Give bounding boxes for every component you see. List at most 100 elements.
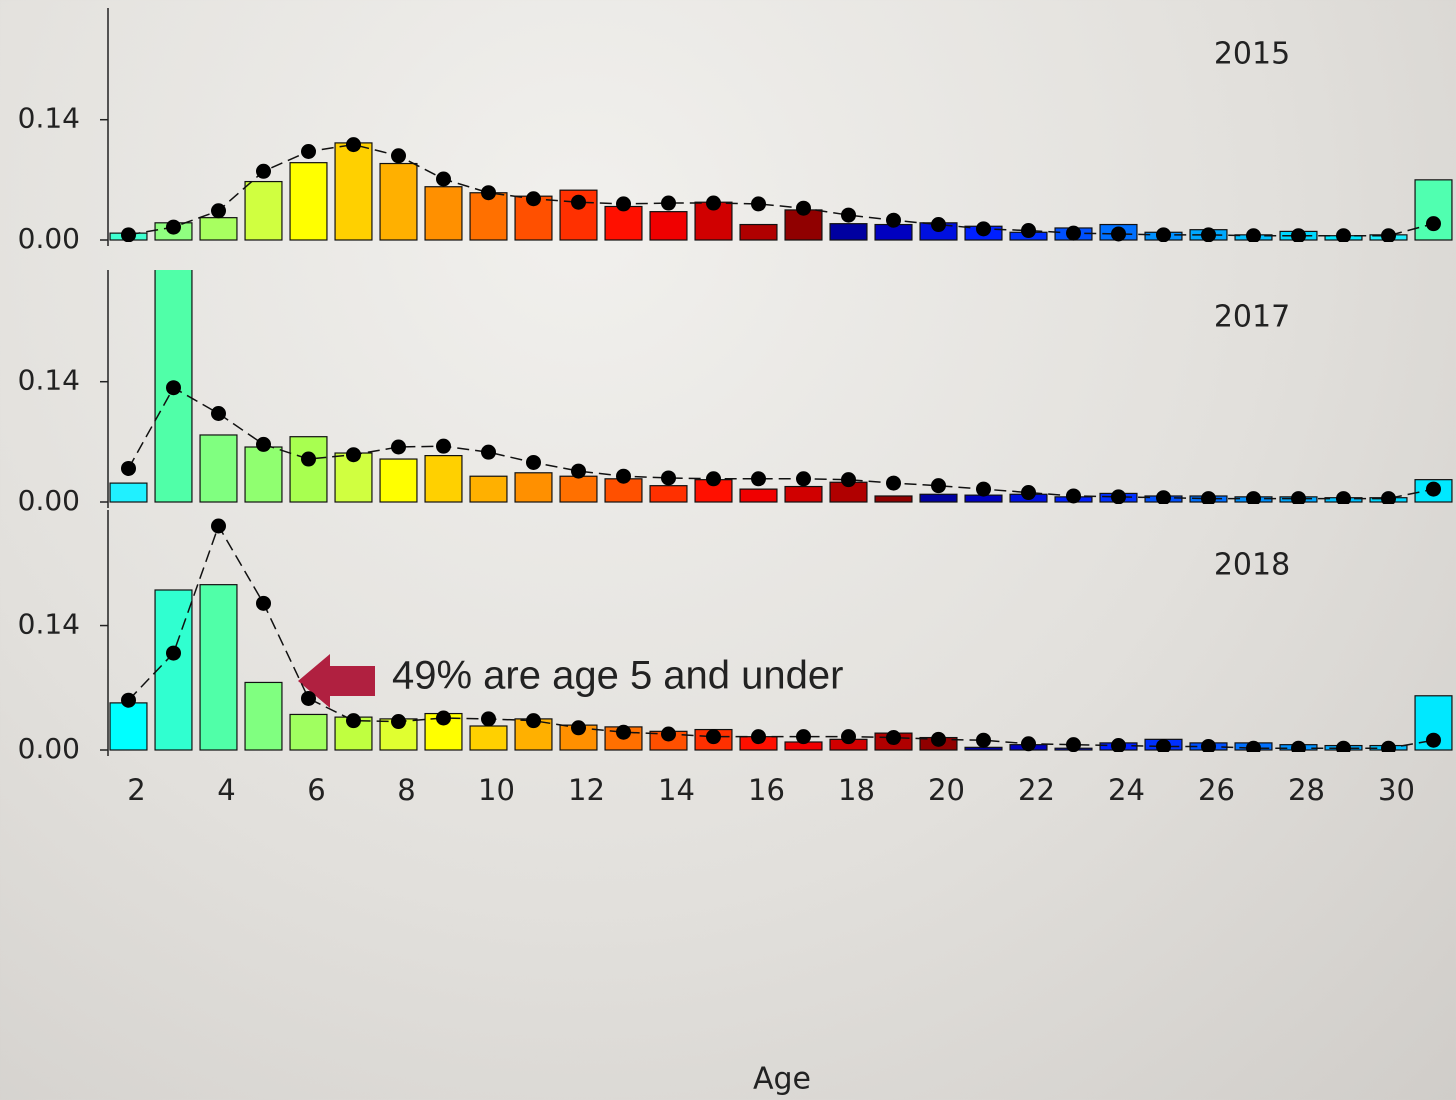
fitted-point [1066,488,1081,504]
fitted-point [481,185,496,201]
fitted-point [616,196,631,212]
panel-title: 2018 [1214,548,1290,583]
x-tick-label: 28 [1288,773,1325,807]
fitted-point [436,438,451,454]
fitted-point [886,212,901,228]
fitted-point [1426,481,1441,497]
bar [109,702,148,751]
x-axis-label: Age [753,1062,811,1097]
x-tick-label: 22 [1018,773,1055,807]
y-tick-label: 0.14 [18,608,80,641]
fitted-point [1021,223,1036,239]
x-tick-label: 24 [1108,773,1145,807]
fitted-point [211,518,226,534]
fitted-point [1246,228,1261,242]
x-tick-label: 16 [748,773,785,807]
x-tick-label: 14 [658,773,695,807]
fitted-point [481,444,496,460]
bar [784,485,823,503]
fitted-line [127,524,1434,749]
fitted-point [211,405,226,421]
x-tick-label: 26 [1198,773,1235,807]
fitted-point [796,471,811,487]
y-tick-label: 0.00 [18,222,80,255]
fitted-point [1291,491,1306,504]
fitted-point [1201,227,1216,242]
fitted-point [1066,737,1081,752]
fitted-point [1066,225,1081,241]
fitted-point [346,713,361,729]
fitted-point [301,690,316,706]
bar [109,482,148,503]
x-tick-label: 12 [568,773,605,807]
x-tick-label: 6 [307,773,325,807]
fitted-point [1156,738,1171,752]
x-tick-label: 30 [1378,773,1415,807]
fitted-point [346,137,361,153]
fitted-point [166,380,181,396]
x-tick-label: 4 [217,773,235,807]
fitted-point [1291,740,1306,752]
fitted-point [706,195,721,211]
bar [964,746,1003,751]
bar [874,495,913,503]
fitted-point [931,217,946,233]
bar [649,485,688,503]
panel-title: 2015 [1214,37,1290,72]
bar [739,488,778,503]
bar [199,434,238,503]
bar [379,162,418,241]
y-tick-label: 0.14 [18,102,80,135]
fitted-point [796,729,811,745]
fitted-point [796,200,811,216]
fitted-point [301,143,316,159]
fitted-point [616,468,631,484]
fitted-point [436,171,451,187]
fitted-point [1336,491,1351,504]
bar [154,270,193,503]
fitted-point [841,472,856,488]
bar [469,475,508,503]
fitted-point [841,729,856,745]
fitted-point [1156,490,1171,504]
fitted-point [211,203,226,219]
bar [199,217,238,241]
bar [469,192,508,241]
fitted-point [166,219,181,235]
annotation: 49% are age 5 and under [392,654,843,698]
bar [424,455,463,503]
fitted-point [526,454,541,470]
fitted-point [976,732,991,748]
annotation-arrow [298,654,375,708]
plot-area [109,137,1453,242]
bar [244,446,283,503]
bar [379,458,418,503]
fitted-point [121,692,136,708]
fitted-point [976,481,991,497]
bar [199,584,238,751]
x-tick-label: 18 [838,773,875,807]
fitted-point [751,729,766,745]
fitted-point [121,227,136,242]
fitted-point [706,729,721,745]
fitted-point [1246,491,1261,504]
fitted-point [661,726,676,742]
fitted-point [931,731,946,747]
fitted-point [391,148,406,164]
y-tick-label: 0.00 [18,732,80,765]
fitted-point [1426,216,1441,232]
fitted-point [571,194,586,210]
fitted-point [166,645,181,661]
plot-area [109,270,1453,504]
y-tick-label: 0.00 [18,484,80,517]
fitted-point [1021,736,1036,752]
plot-area [109,518,1453,752]
fitted-point [1291,228,1306,242]
fitted-point [1381,740,1396,752]
bar [289,436,328,503]
fitted-point [346,447,361,463]
fitted-point [391,714,406,730]
x-tick-label: 20 [928,773,965,807]
fitted-point [571,720,586,736]
bar [334,142,373,241]
